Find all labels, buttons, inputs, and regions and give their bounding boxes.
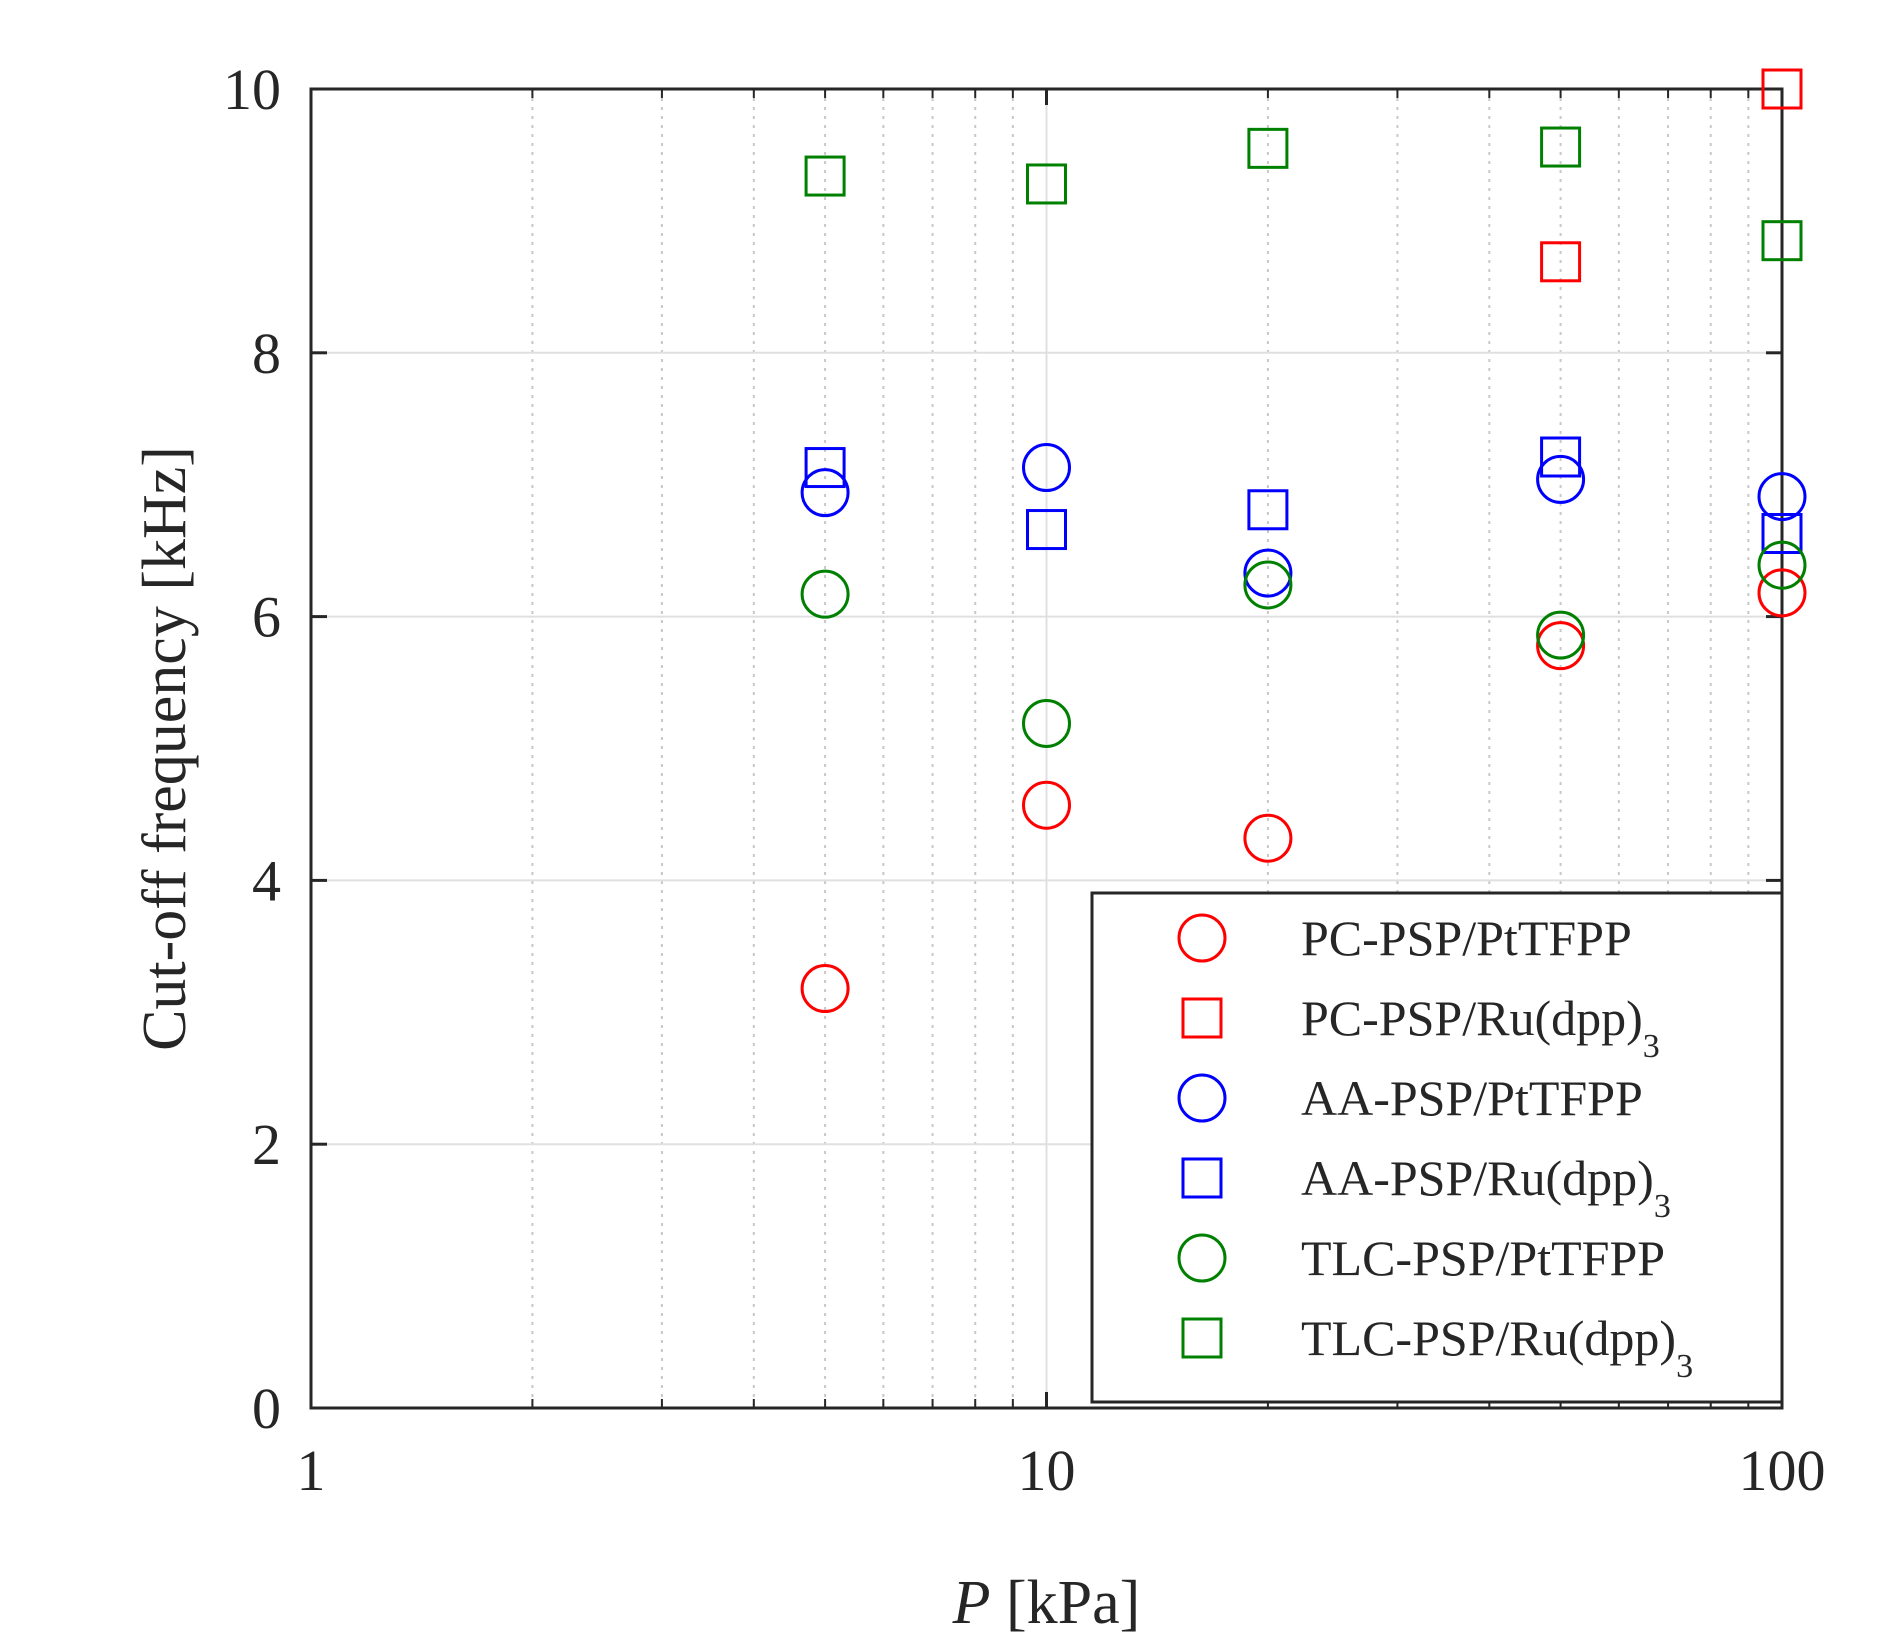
legend-label: PC-PSP/PtTFPP <box>1301 910 1632 966</box>
legend-marker <box>1177 1233 1227 1283</box>
legend-label: TLC-PSP/Ru(dpp)3 <box>1301 1310 1693 1385</box>
x-axis-label: P [kPa] <box>952 1569 1141 1637</box>
data-point <box>1761 220 1803 262</box>
x-axis-symbol: P <box>952 1569 991 1637</box>
data-point <box>804 447 846 489</box>
data-point <box>1247 127 1289 169</box>
data-point <box>1536 610 1586 660</box>
legend-label: TLC-PSP/PtTFPP <box>1301 1230 1665 1286</box>
legend-label-main: TLC-PSP/PtTFPP <box>1301 1230 1665 1286</box>
series-3 <box>804 436 1803 555</box>
legend: PC-PSP/PtTFPPPC-PSP/Ru(dpp)3AA-PSP/PtTFP… <box>1090 891 1784 1404</box>
data-point <box>1022 443 1071 493</box>
legend-box <box>1090 891 1784 1404</box>
legend-label-subscript: 3 <box>1654 1188 1671 1225</box>
data-point <box>1243 560 1293 610</box>
data-point <box>1243 813 1293 863</box>
y-tick-label: 6 <box>252 585 281 650</box>
data-point <box>800 569 850 619</box>
x-tick-label: 10 <box>1018 1438 1076 1503</box>
series-5 <box>804 126 1803 262</box>
data-point <box>1540 126 1582 168</box>
data-point <box>1536 621 1586 671</box>
series-2 <box>800 443 1807 598</box>
legend-label-main: AA-PSP/PtTFPP <box>1301 1070 1643 1126</box>
legend-marker <box>1177 1073 1227 1123</box>
data-point <box>1757 540 1807 590</box>
legend-label: AA-PSP/Ru(dpp)3 <box>1301 1150 1671 1225</box>
x-tick-label: 100 <box>1739 1438 1826 1503</box>
data-point <box>1022 780 1071 830</box>
x-tick-label: 1 <box>297 1438 326 1503</box>
data-point <box>800 468 850 518</box>
series-1 <box>1540 68 1803 283</box>
legend-label-main: PC-PSP/Ru(dpp) <box>1301 990 1643 1046</box>
data-point <box>1026 509 1067 551</box>
legend-marker <box>1177 913 1227 963</box>
axes-layer <box>309 87 1784 1410</box>
data-point <box>1540 436 1582 478</box>
y-tick-label: 8 <box>252 321 281 386</box>
legend-marker <box>1181 1317 1223 1359</box>
legend-marker <box>1181 997 1223 1039</box>
series-4 <box>800 540 1807 748</box>
data-point <box>1536 454 1586 504</box>
label-layer: 1 10 100 0 2 4 6 8 10 P [kPa] Cut-off frequency [k… <box>131 57 1826 1637</box>
y-axis-label: Cut-off frequency [kHz] <box>131 446 199 1051</box>
data-point <box>804 155 846 197</box>
y-tick-label: 10 <box>223 57 281 122</box>
data-point <box>1022 698 1071 748</box>
legend-label: AA-PSP/PtTFPP <box>1301 1070 1643 1126</box>
x-axis-unit: [kPa] <box>991 1569 1141 1637</box>
data-point <box>1026 163 1067 205</box>
legend-label-subscript: 3 <box>1676 1348 1693 1385</box>
data-point <box>800 964 850 1014</box>
legend-label: PC-PSP/Ru(dpp)3 <box>1301 990 1660 1065</box>
data-point <box>1243 548 1293 598</box>
data-point <box>1540 241 1582 283</box>
data-point <box>1247 489 1289 531</box>
series-0 <box>800 568 1807 1014</box>
legend-label-main: AA-PSP/Ru(dpp) <box>1301 1150 1654 1206</box>
y-tick-label: 4 <box>252 848 281 913</box>
marks-layer <box>800 68 1807 1014</box>
y-tick-label: 0 <box>252 1376 281 1441</box>
legend-label-subscript: 3 <box>1643 1028 1660 1065</box>
legend-label-main: PC-PSP/PtTFPP <box>1301 910 1632 966</box>
legend-label-main: TLC-PSP/Ru(dpp) <box>1301 1310 1676 1366</box>
data-point <box>1757 568 1807 618</box>
data-point <box>1761 68 1803 110</box>
data-point <box>1757 472 1807 522</box>
data-point <box>1761 513 1803 555</box>
y-tick-label: 2 <box>252 1112 281 1177</box>
legend-marker <box>1181 1157 1223 1199</box>
